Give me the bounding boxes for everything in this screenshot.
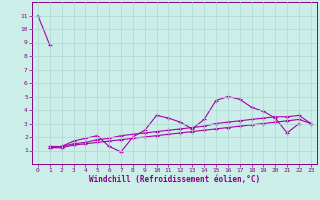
- X-axis label: Windchill (Refroidissement éolien,°C): Windchill (Refroidissement éolien,°C): [89, 175, 260, 184]
